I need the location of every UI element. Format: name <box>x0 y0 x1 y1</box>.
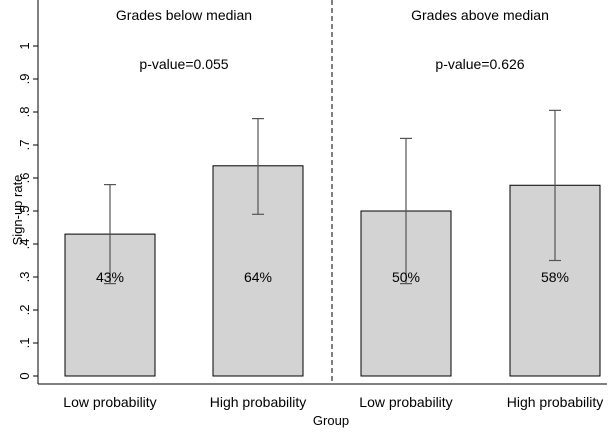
y-tick-label: .5 <box>17 206 32 217</box>
panel-2: Grades above median p-value=0.626 50% 58% <box>360 7 601 377</box>
x-axis-labels: Low probability High probability Low proba… <box>63 394 603 410</box>
data-label: 64% <box>244 269 272 285</box>
y-tick-label: .3 <box>17 272 32 283</box>
p-value-label: p-value=0.626 <box>435 56 524 72</box>
x-axis-title: Group <box>313 413 349 428</box>
panel-title: Grades above median <box>411 7 549 23</box>
x-category-label: High probability <box>210 394 307 410</box>
x-category-label: Low probability <box>359 394 452 410</box>
y-axis: 0 .1 .2 .3 .4 .5 .6 .7 .8 .9 1 <box>17 0 607 385</box>
data-label: 58% <box>541 269 569 285</box>
y-tick-label: .2 <box>17 305 32 316</box>
x-category-label: Low probability <box>63 394 156 410</box>
panel-title: Grades below median <box>116 7 252 23</box>
y-tick-label: 0 <box>17 372 32 379</box>
data-label: 50% <box>392 269 420 285</box>
y-tick-label: .6 <box>17 173 32 184</box>
y-axis-title: Sign-up rate <box>10 175 25 246</box>
x-category-label: High probability <box>507 394 604 410</box>
y-tick-label: .8 <box>17 107 32 118</box>
p-value-label: p-value=0.055 <box>139 56 228 72</box>
y-tick-label: .7 <box>17 140 32 151</box>
y-tick-label: .9 <box>17 74 32 85</box>
panel-1: Grades below median p-value=0.055 43% 64% <box>64 7 304 377</box>
y-tick-label: .4 <box>17 239 32 250</box>
y-tick-label: 1 <box>17 42 32 49</box>
y-tick-label: .1 <box>17 338 32 349</box>
data-label: 43% <box>96 269 124 285</box>
